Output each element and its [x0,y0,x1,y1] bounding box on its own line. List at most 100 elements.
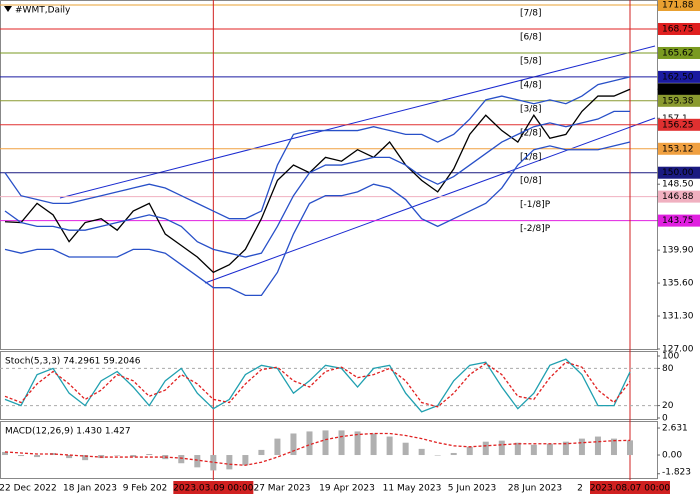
series-line [4,141,631,296]
y-tick-label: 165.62 [662,48,694,58]
histogram-bar [594,436,601,456]
y-tick-label: 153.12 [662,144,694,154]
marker-label: 2023.03.09 00:00 [173,484,254,494]
histogram-bar [418,448,425,456]
y-tick-box [658,0,700,11]
histogram-bar [34,455,41,458]
y-tick-label: 171.88 [662,1,694,11]
series-line [4,361,631,408]
y-tick-label: 162.50 [662,72,694,82]
y-tick-label: 131.30 [662,312,694,322]
y-tick-label: 146.88 [662,192,694,202]
histogram-bar [610,438,617,456]
histogram-bar [546,443,553,456]
y-tick-label: 0.00 [662,451,682,461]
y-tick-box [658,166,700,179]
y-tick-label: 143.75 [662,216,694,226]
histogram-bar [210,455,217,471]
channel-lower [204,117,656,284]
histogram-bar [130,455,137,458]
y-tick-label: 159.38 [662,96,694,106]
main-panel [0,0,658,350]
y-tick-label: 168.75 [662,24,694,34]
level-label: [1/8] [520,152,542,162]
macd-panel [0,421,658,479]
y-tick-label: 148.50 [662,180,694,190]
histogram-bar [274,438,281,456]
y-tick-label: 150.00 [662,168,694,178]
histogram-bar [498,440,505,456]
series-line [4,432,631,466]
y-tick-box [658,142,700,155]
level-label: [7/8] [520,9,542,19]
histogram-bar [466,446,473,456]
histogram-bar [194,455,201,468]
y-tick-label: 127.00 [662,345,694,355]
histogram-bar [114,455,121,456]
y-tick-label: 156.25 [662,120,694,130]
marker-label: 2023.08.07 00:00 [590,484,671,494]
histogram-bar [370,433,377,456]
y-tick-label: 157.1 [662,114,688,124]
symbol-icon [4,6,12,12]
histogram-bar [450,452,457,456]
y-tick-box [658,70,700,83]
histogram-bar [146,454,153,456]
y-tick-label: 2.631 [662,424,688,434]
level-label: [6/8] [520,32,542,42]
histogram-bar [50,452,57,456]
series-line [4,358,631,413]
level-label: [3/8] [520,104,542,114]
level-label: [-1/8]P [520,200,551,210]
histogram-bar [242,455,249,466]
x-tick-label: 9 Feb 202 [123,484,168,494]
histogram-bar [386,436,393,456]
series-line [4,110,630,258]
y-tick-box [658,190,700,203]
y-tick-box [658,83,700,96]
histogram-bar [2,451,8,456]
histogram-bar [82,455,89,461]
histogram-bar [530,444,537,456]
histogram-bar [402,442,409,456]
y-tick-label: 100 [662,352,679,362]
histogram-bar [66,455,73,459]
y-tick-label: 80 [662,364,674,374]
x-tick-label: 18 Jan 2023 [63,484,117,494]
histogram-bar [178,455,185,464]
marker-box [590,481,670,494]
histogram-bar [354,431,361,456]
y-tick-label: 0 [662,414,668,424]
x-tick-label: 19 Apr 2023 [319,484,375,494]
histogram-bar [18,455,25,457]
histogram-bar [306,431,313,456]
histogram-bar [514,442,521,456]
level-label: [-2/8]P [520,224,551,234]
histogram-bar [322,430,329,456]
histogram-bar [338,430,345,456]
macd-title: MACD(12,26,9) 1.430 1.427 [5,427,131,437]
histogram-bar [258,449,265,456]
x-tick-label: 27 Mar 2023 [253,484,310,494]
series-line [4,76,631,220]
level-label: [5/8] [520,56,542,66]
x-tick-label: 2 [577,484,583,494]
level-label: [2/8] [520,128,542,138]
y-tick-box [658,46,700,59]
y-tick-box [658,214,700,227]
marker-box [173,481,254,494]
x-tick-label: 22 Dec 2022 [0,484,57,494]
histogram-bar [290,433,297,456]
stoch-title: Stoch(5,3,3) 74.2961 59.2046 [5,357,141,367]
x-tick-label: 5 Jun 2023 [448,484,496,494]
y-tick-label: 135.60 [662,279,694,289]
level-label: [0/8] [520,176,542,186]
stoch-panel [0,351,658,420]
y-tick-box [658,22,700,35]
x-tick-label: 28 Jun 2023 [508,484,562,494]
histogram-bar [562,441,569,456]
histogram-bar [578,438,585,456]
y-tick-box [658,94,700,107]
